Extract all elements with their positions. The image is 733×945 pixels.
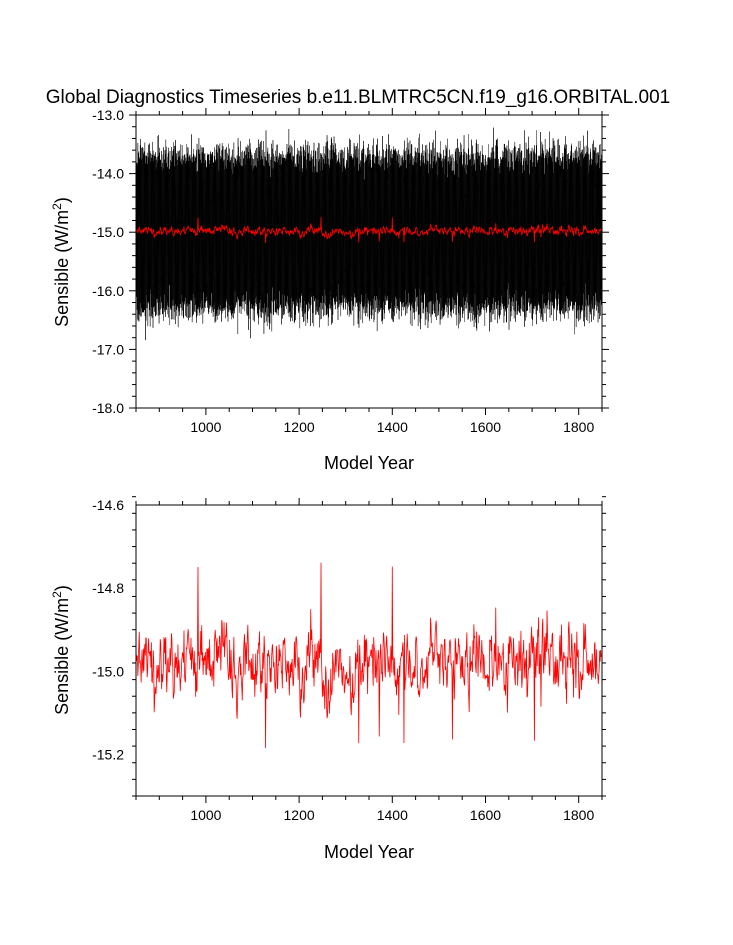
top-y-tick-label: -18.0: [92, 400, 124, 416]
bottom-y-tick-label: -14.6: [92, 497, 124, 513]
chart-title: Global Diagnostics Timeseries b.e11.BLMT…: [46, 87, 670, 108]
bottom-series-lines: [136, 562, 602, 749]
top-series-monthly-line: [136, 127, 602, 341]
bottom-x-tick-label: 1600: [470, 807, 501, 823]
top-y-tick-label: -16.0: [92, 283, 124, 299]
top-y-tick-label: -17.0: [92, 341, 124, 357]
bottom-y-tick-label: -14.8: [92, 580, 124, 596]
bottom-x-tick-label: 1000: [190, 807, 221, 823]
bottom-axis-ticks: 1000 1200 1400 1600 1800 -15.2 -15.0 -14.8 -14.6: [92, 496, 606, 823]
bottom-y-axis-label: Sensible (W/m2): [50, 585, 72, 715]
top-y-tick-label: -14.0: [92, 166, 124, 182]
top-x-tick-label: 1800: [563, 419, 594, 435]
top-x-axis-label: Model Year: [324, 453, 414, 473]
top-x-tick-label: 1600: [470, 419, 501, 435]
top-series-annual-line: [136, 216, 602, 244]
top-panel: 1000 1200 1400 1600 1800 -18.0 -17.0 -16.0 -15.0…: [50, 107, 609, 473]
top-x-tick-label: 1000: [190, 419, 221, 435]
top-y-tick-label: -15.0: [92, 224, 124, 240]
top-axis-ticks: 1000 1200 1400 1600 1800 -18.0 -17.0 -16.0 -15.0…: [92, 107, 609, 435]
bottom-panel: 1000 1200 1400 1600 1800 -15.2 -15.0 -14.8 -14.6…: [50, 496, 606, 862]
top-y-tick-label: -13.0: [92, 107, 124, 123]
top-x-tick-label: 1200: [284, 419, 315, 435]
bottom-x-tick-label: 1200: [284, 807, 315, 823]
bottom-series-annual-line: [136, 562, 602, 749]
bottom-y-tick-label: -15.2: [92, 746, 124, 762]
bottom-y-tick-label: -15.0: [92, 663, 124, 679]
bottom-x-axis-label: Model Year: [324, 842, 414, 862]
top-y-axis-label: Sensible (W/m2): [50, 197, 72, 327]
bottom-x-tick-label: 1400: [377, 807, 408, 823]
top-x-tick-label: 1400: [377, 419, 408, 435]
top-series-lines: [136, 127, 602, 341]
bottom-x-tick-label: 1800: [563, 807, 594, 823]
